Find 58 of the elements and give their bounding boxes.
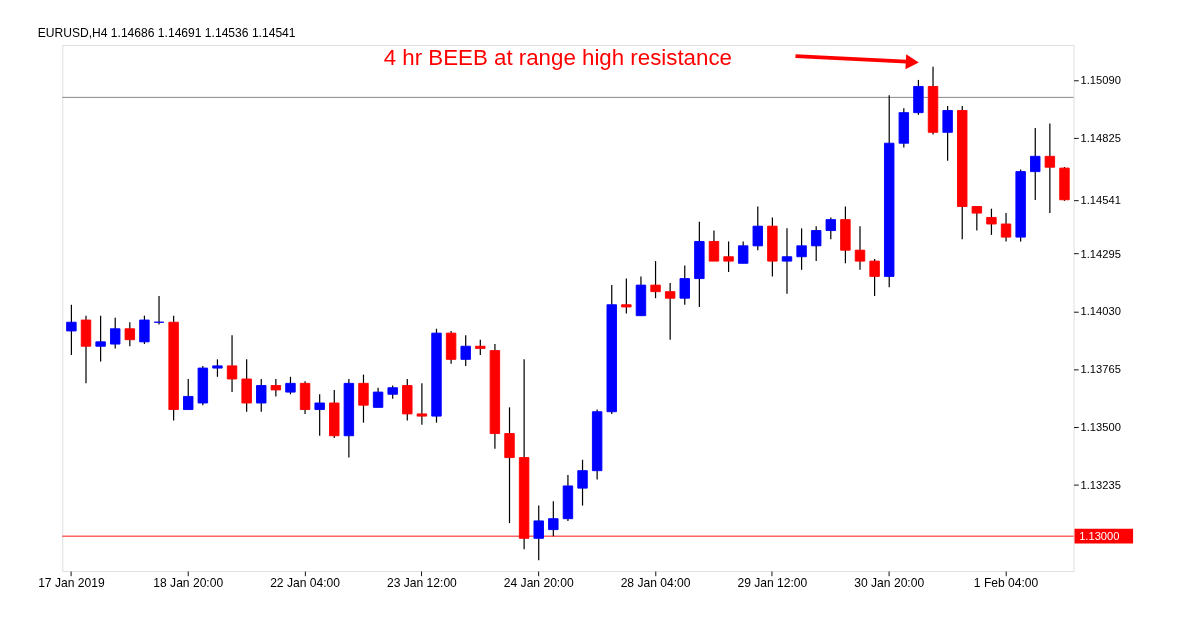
candlestick	[416, 382, 428, 426]
candlestick	[708, 229, 720, 262]
candlestick	[256, 378, 267, 413]
candlestick	[810, 225, 822, 262]
candlestick	[226, 334, 238, 393]
x-tick-label: 24 Jan 20:00	[503, 576, 574, 591]
candlestick	[1000, 212, 1012, 243]
candlestick	[664, 282, 676, 341]
x-tick-label: 30 Jan 20:00	[854, 576, 925, 591]
candlestick	[971, 205, 983, 232]
candlestick	[153, 295, 165, 326]
candlestick	[183, 378, 194, 411]
candlestick	[372, 387, 384, 408]
x-tick-label: 17 Jan 2019	[38, 576, 105, 591]
candlestick	[314, 393, 325, 437]
candlestick	[737, 240, 749, 264]
x-tick-label: 1 Feb 04:00	[973, 576, 1039, 591]
candlestick	[460, 334, 471, 367]
candlestick	[854, 225, 866, 271]
candlestick	[679, 264, 690, 306]
candlestick	[752, 205, 763, 251]
y-tick-label: 1.13235	[1080, 479, 1121, 492]
candlestick	[621, 277, 632, 315]
candlestick	[270, 378, 282, 398]
ref-line-label: 1.13000	[1079, 529, 1120, 542]
y-tick-label: 1.14295	[1080, 247, 1121, 260]
candlestick	[358, 374, 369, 424]
candlestick	[942, 105, 953, 162]
candlestick	[825, 216, 837, 240]
candlestick	[869, 258, 880, 297]
y-tick-label: 1.15090	[1080, 74, 1121, 87]
x-tick-label: 28 Jan 04:00	[620, 576, 691, 591]
candlestick	[548, 500, 559, 537]
y-tick-label: 1.14825	[1080, 131, 1121, 144]
candlestick	[1030, 127, 1041, 201]
y-tick-label: 1.14541	[1080, 193, 1121, 206]
candlestick	[533, 504, 544, 561]
chart-title: EURUSD,H4 1.14686 1.14691 1.14536 1.14541	[37, 25, 296, 40]
candlestick	[650, 260, 661, 299]
x-tick-label: 29 Jan 12:00	[737, 576, 808, 591]
candlestick	[986, 208, 997, 236]
candlestick	[781, 227, 793, 295]
candlestick	[124, 321, 136, 347]
annotation: 4 hr BEEB at range high resistance	[383, 44, 732, 70]
candlestick	[110, 317, 121, 350]
y-tick-label: 1.14030	[1080, 305, 1121, 318]
candlestick	[723, 240, 734, 273]
y-tick-label: 1.13500	[1080, 421, 1121, 434]
x-tick-label: 23 Jan 12:00	[386, 576, 458, 591]
candlestick	[577, 459, 588, 507]
candlestick	[1044, 122, 1056, 214]
x-tick-label: 22 Jan 04:00	[270, 576, 341, 591]
candlestick	[95, 315, 106, 363]
candlestick	[66, 304, 77, 356]
x-tick-label: 18 Jan 20:00	[153, 576, 224, 591]
candlestick	[139, 315, 150, 345]
y-tick-label: 1.13765	[1080, 363, 1121, 376]
candlestick	[796, 227, 807, 271]
